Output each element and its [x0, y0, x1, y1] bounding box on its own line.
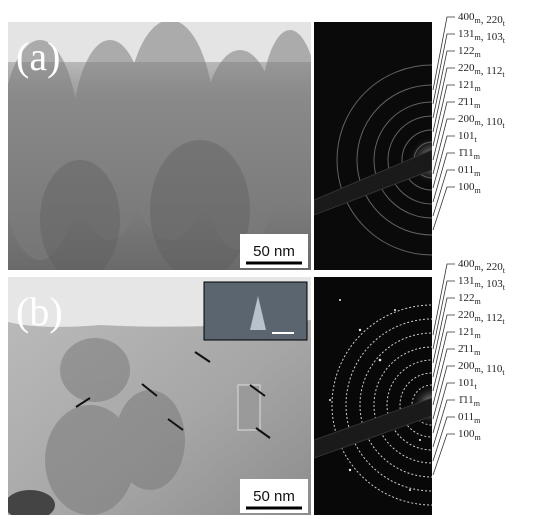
miller-index: 100 [458, 428, 475, 440]
phase-subscript: m [475, 186, 482, 195]
miller-index: 2̄11 [458, 96, 474, 108]
ring-label: 122m [458, 45, 482, 59]
phase-subscript: t [475, 382, 478, 391]
ring-label: 400m, 220t [458, 11, 506, 28]
miller-index: 122 [458, 292, 475, 304]
miller-index: 011 [458, 411, 474, 423]
miller-index: 2̄11 [458, 343, 474, 355]
miller-index: 220 [458, 62, 475, 74]
miller-index: 220 [458, 309, 475, 321]
phase-subscript: m [474, 169, 481, 178]
leader-line [433, 34, 455, 104]
miller-index: 121 [458, 326, 475, 338]
miller-index: , 110 [481, 116, 503, 128]
leader-line [433, 68, 455, 132]
phase-subscript: t [503, 36, 506, 45]
phase-subscript: t [502, 70, 505, 79]
phase-subscript: m [475, 433, 482, 442]
miller-index: 101 [458, 130, 475, 142]
phase-subscript: m [474, 152, 481, 161]
ring-label: 131m, 103t [458, 275, 506, 292]
ring-label: 011m [458, 411, 481, 425]
figure: (a)50 nm400m, 220t131m, 103t122m220m, 11… [0, 0, 541, 519]
phase-subscript: t [502, 121, 505, 130]
miller-index: 200 [458, 113, 475, 125]
miller-index: , 220 [481, 261, 504, 273]
panel-label: (a) [16, 34, 60, 79]
phase-subscript: m [475, 84, 482, 93]
miller-index: , 220 [481, 14, 504, 26]
miller-index: 011 [458, 164, 474, 176]
miller-index: , 103 [481, 31, 504, 43]
miller-index: 400 [458, 258, 475, 270]
ring-label: 101t [458, 377, 478, 391]
phase-subscript: m [474, 348, 481, 357]
leader-line [433, 298, 455, 363]
ring-label: 2̄11m [458, 96, 481, 110]
miller-index: 121 [458, 79, 475, 91]
ring-label: 220m, 112t [458, 62, 505, 79]
ring-label: 100m [458, 428, 482, 442]
miller-index: 100 [458, 181, 475, 193]
miller-index: 1̄11 [458, 147, 474, 159]
phase-subscript: t [503, 266, 506, 275]
diffraction-pattern-a [314, 22, 527, 270]
phase-subscript: m [475, 297, 482, 306]
miller-index: , 110 [481, 363, 503, 375]
ring-label: 121m [458, 326, 482, 340]
ring-label: 1̄11m [458, 394, 481, 408]
ring-label: 100m [458, 181, 482, 195]
scale-bar-label: 50 nm [253, 243, 295, 260]
ring-label: 121m [458, 79, 482, 93]
ring-label: 200m, 110t [458, 360, 505, 377]
miller-index: , 103 [481, 278, 504, 290]
phase-subscript: m [475, 50, 482, 59]
leader-line [433, 51, 455, 118]
miller-index: 1̄11 [458, 394, 474, 406]
miller-index: 131 [458, 275, 475, 287]
phase-subscript: t [502, 317, 505, 326]
phase-subscript: m [475, 331, 482, 340]
miller-index: 122 [458, 45, 475, 57]
phase-subscript: t [503, 283, 506, 292]
ring-label: 101t [458, 130, 478, 144]
leader-line [433, 434, 455, 475]
panel-label: (b) [16, 289, 63, 334]
phase-subscript: m [474, 399, 481, 408]
ring-label: 200m, 110t [458, 113, 505, 130]
ring-label: 011m [458, 164, 481, 178]
miller-index: 101 [458, 377, 475, 389]
miller-index: , 112 [481, 65, 503, 77]
ring-label: 2̄11m [458, 343, 481, 357]
ring-label: 131m, 103t [458, 28, 506, 45]
phase-subscript: t [503, 19, 506, 28]
miller-index: , 112 [481, 312, 503, 324]
phase-subscript: t [475, 135, 478, 144]
scale-bar-label: 50 nm [253, 488, 295, 505]
ring-label: 400m, 220t [458, 258, 506, 275]
miller-index: 200 [458, 360, 475, 372]
leader-line [433, 264, 455, 335]
phase-subscript: m [474, 101, 481, 110]
miller-index: 131 [458, 28, 475, 40]
leader-line [433, 417, 455, 461]
ring-label: 220m, 112t [458, 309, 505, 326]
leader-line [433, 17, 455, 90]
phase-subscript: t [502, 368, 505, 377]
ring-label: 1̄11m [458, 147, 481, 161]
phase-subscript: m [474, 416, 481, 425]
leader-line [433, 187, 455, 230]
ring-label: 122m [458, 292, 482, 306]
miller-index: 400 [458, 11, 475, 23]
